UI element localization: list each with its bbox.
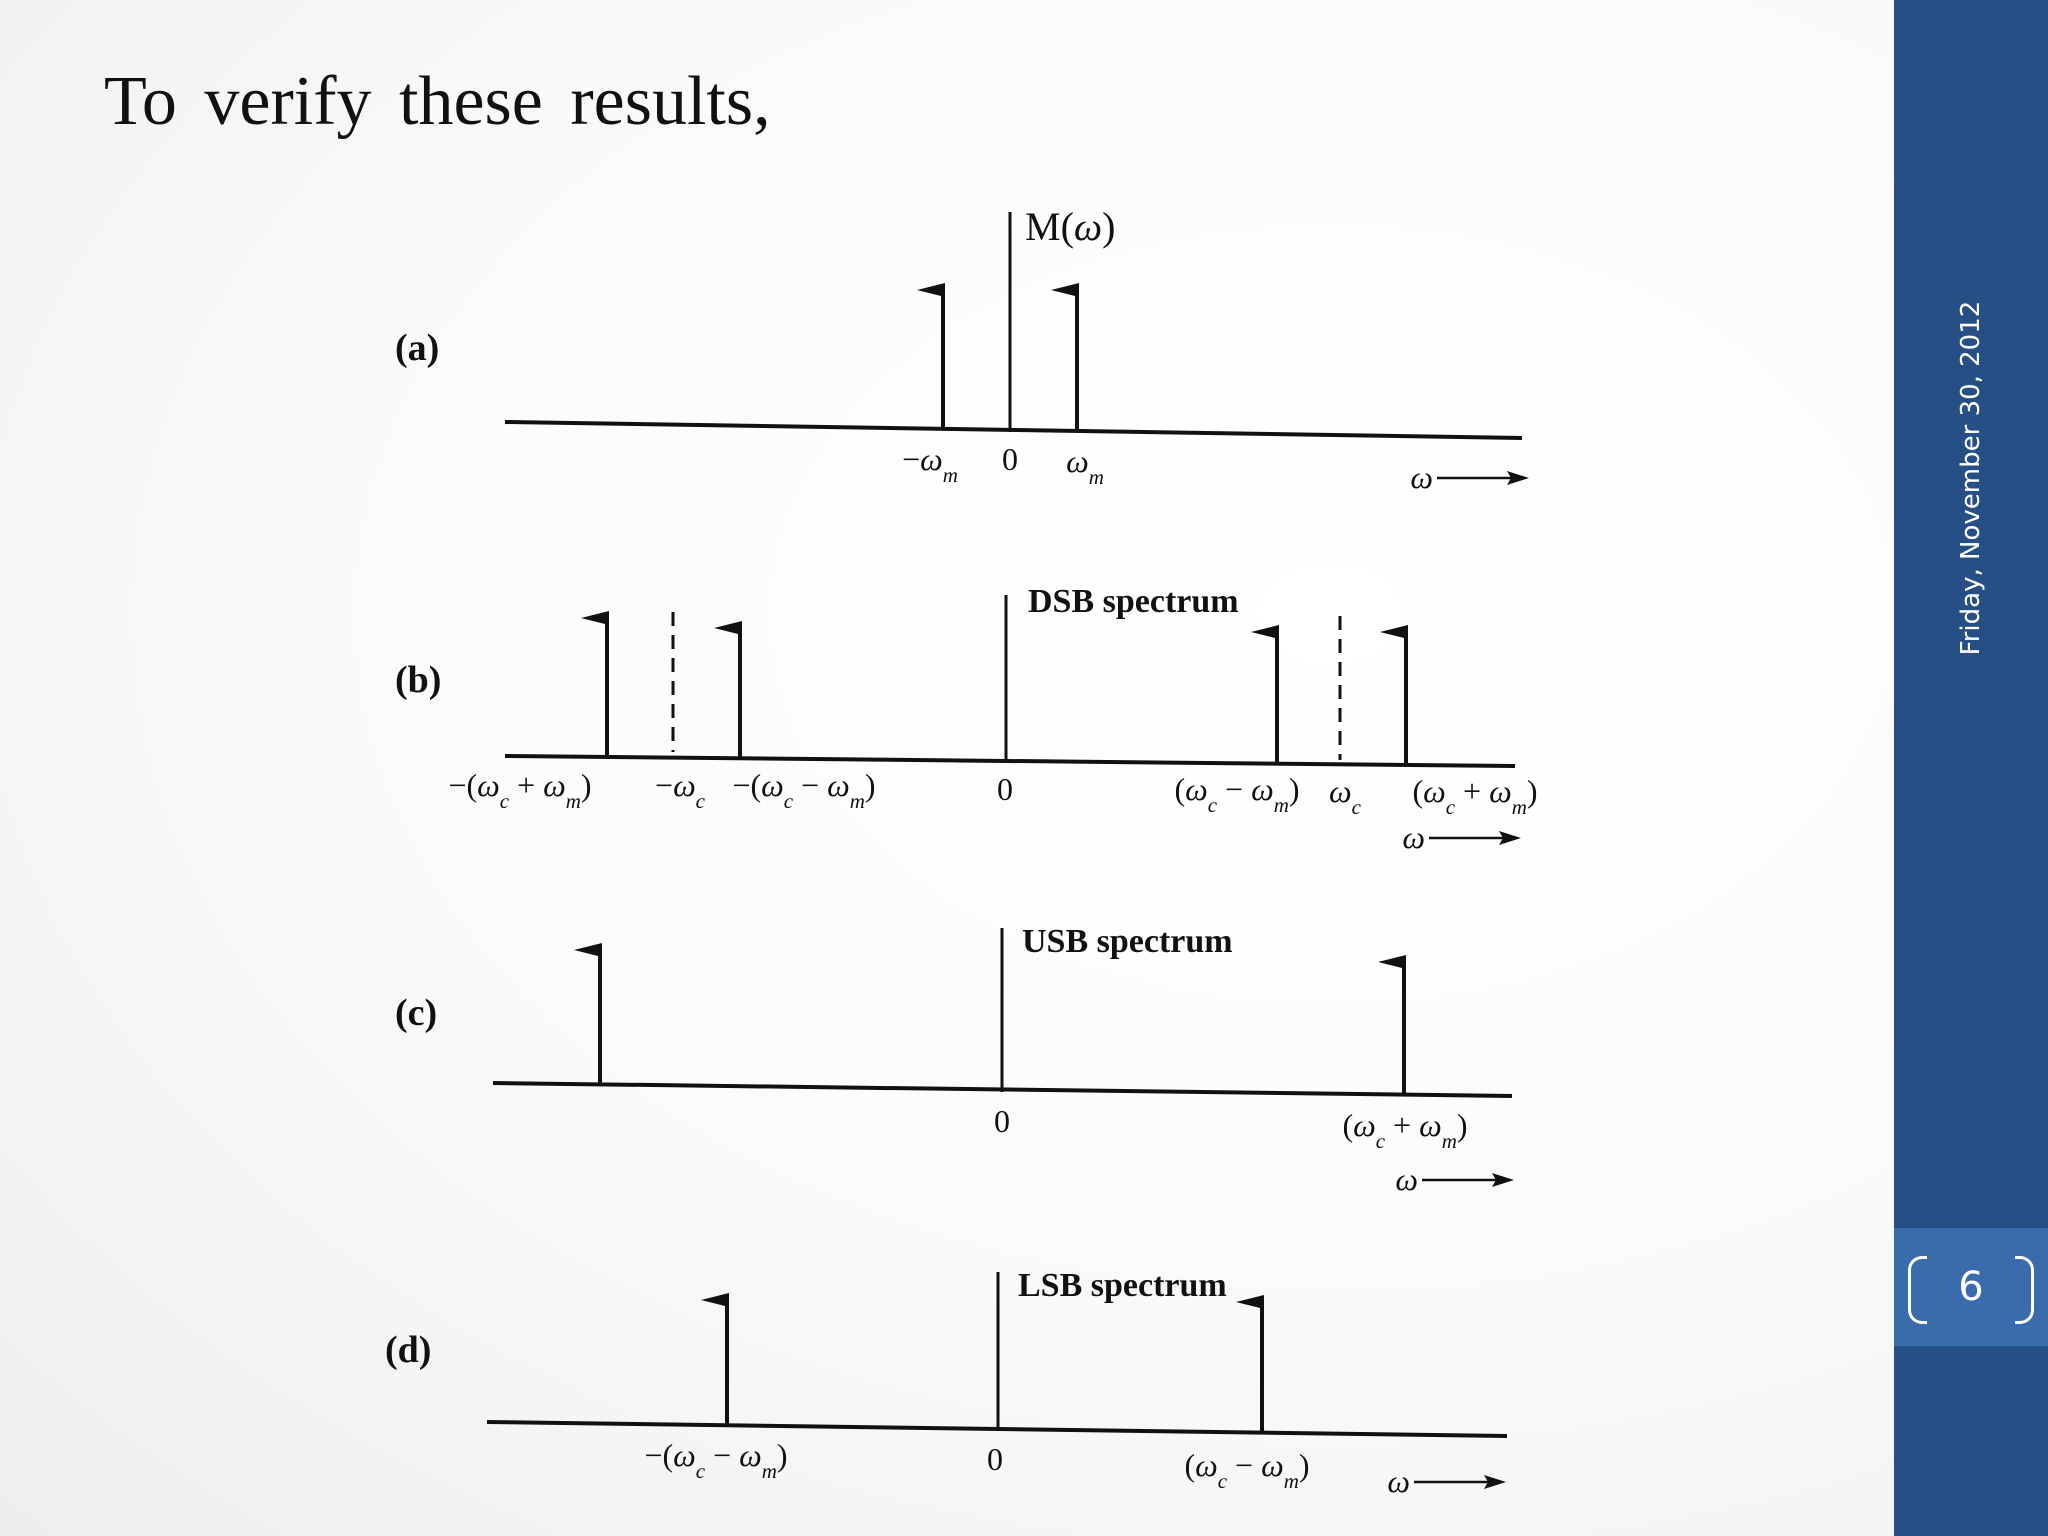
panel-title: M(ω) xyxy=(1025,204,1115,249)
spectrum-panels: (a) M(ω) −ωm 0 ωm ω (b) DSB spectrum −(ωc + ωm) −… xyxy=(385,204,1538,1499)
tick-label: ωm xyxy=(1066,443,1104,489)
tick-label: 0 xyxy=(994,1103,1010,1139)
tick-label: 0 xyxy=(997,771,1013,807)
panel-label: (d) xyxy=(385,1329,431,1371)
panel-title: USB spectrum xyxy=(1022,923,1233,960)
panel-d: (d) LSB spectrum −(ωc − ωm) 0 (ωc − ωm) ω xyxy=(385,1267,1508,1499)
tick-label: −(ωc − ωm) xyxy=(732,767,875,813)
axis-arrow-icon xyxy=(1422,1173,1514,1187)
tick-label: −(ωc − ωm) xyxy=(644,1437,787,1483)
axis-label: ω xyxy=(1410,459,1433,495)
axis-label: ω xyxy=(1387,1463,1410,1499)
panel-a: (a) M(ω) −ωm 0 ωm ω xyxy=(395,204,1529,495)
tick-label: −ωm xyxy=(902,441,958,487)
panel-label: (b) xyxy=(395,659,441,701)
axis-label: ω xyxy=(1395,1161,1418,1197)
tick-label: 0 xyxy=(1002,441,1018,477)
page-number: 6 xyxy=(1958,1264,1984,1310)
frequency-axis xyxy=(504,754,1516,768)
right-bracket-icon xyxy=(2015,1256,2034,1324)
axis-arrow-icon xyxy=(1437,471,1529,485)
panel-label: (c) xyxy=(395,992,437,1034)
panel-c: (c) USB spectrum 0 (ωc + ωm) ω xyxy=(395,923,1514,1197)
tick-label: −(ωc + ωm) xyxy=(448,767,591,813)
panel-label: (a) xyxy=(395,327,439,369)
panel-b: (b) DSB spectrum −(ωc + ωm) −ωc −(ωc − ωm) 0 (… xyxy=(395,583,1538,855)
left-bracket-icon xyxy=(1908,1256,1927,1324)
panel-title: DSB spectrum xyxy=(1028,583,1239,620)
slide-heading: To verify these results, xyxy=(104,63,771,140)
axis-arrow-icon xyxy=(1414,1475,1506,1489)
axis-label: ω xyxy=(1402,819,1425,855)
axis-arrow-icon xyxy=(1429,831,1521,845)
tick-label: −ωc xyxy=(655,767,706,813)
tick-label: 0 xyxy=(987,1441,1003,1477)
tick-label: (ωc − ωm) xyxy=(1174,771,1299,817)
tick-label: (ωc + ωm) xyxy=(1412,773,1537,819)
panel-title: LSB spectrum xyxy=(1018,1267,1227,1304)
tick-label: (ωc + ωm) xyxy=(1342,1107,1467,1153)
tick-label: ωc xyxy=(1329,773,1362,819)
spectrum-figure: (a) M(ω) −ωm 0 ωm ω (b) DSB spectrum −(ωc + ωm) −… xyxy=(385,204,1538,1499)
page-number-box: 6 xyxy=(1894,1228,2048,1346)
frequency-axis xyxy=(504,420,1523,440)
slide-date: Friday, November 30, 2012 xyxy=(1956,300,1986,656)
tick-label: (ωc − ωm) xyxy=(1184,1447,1309,1493)
